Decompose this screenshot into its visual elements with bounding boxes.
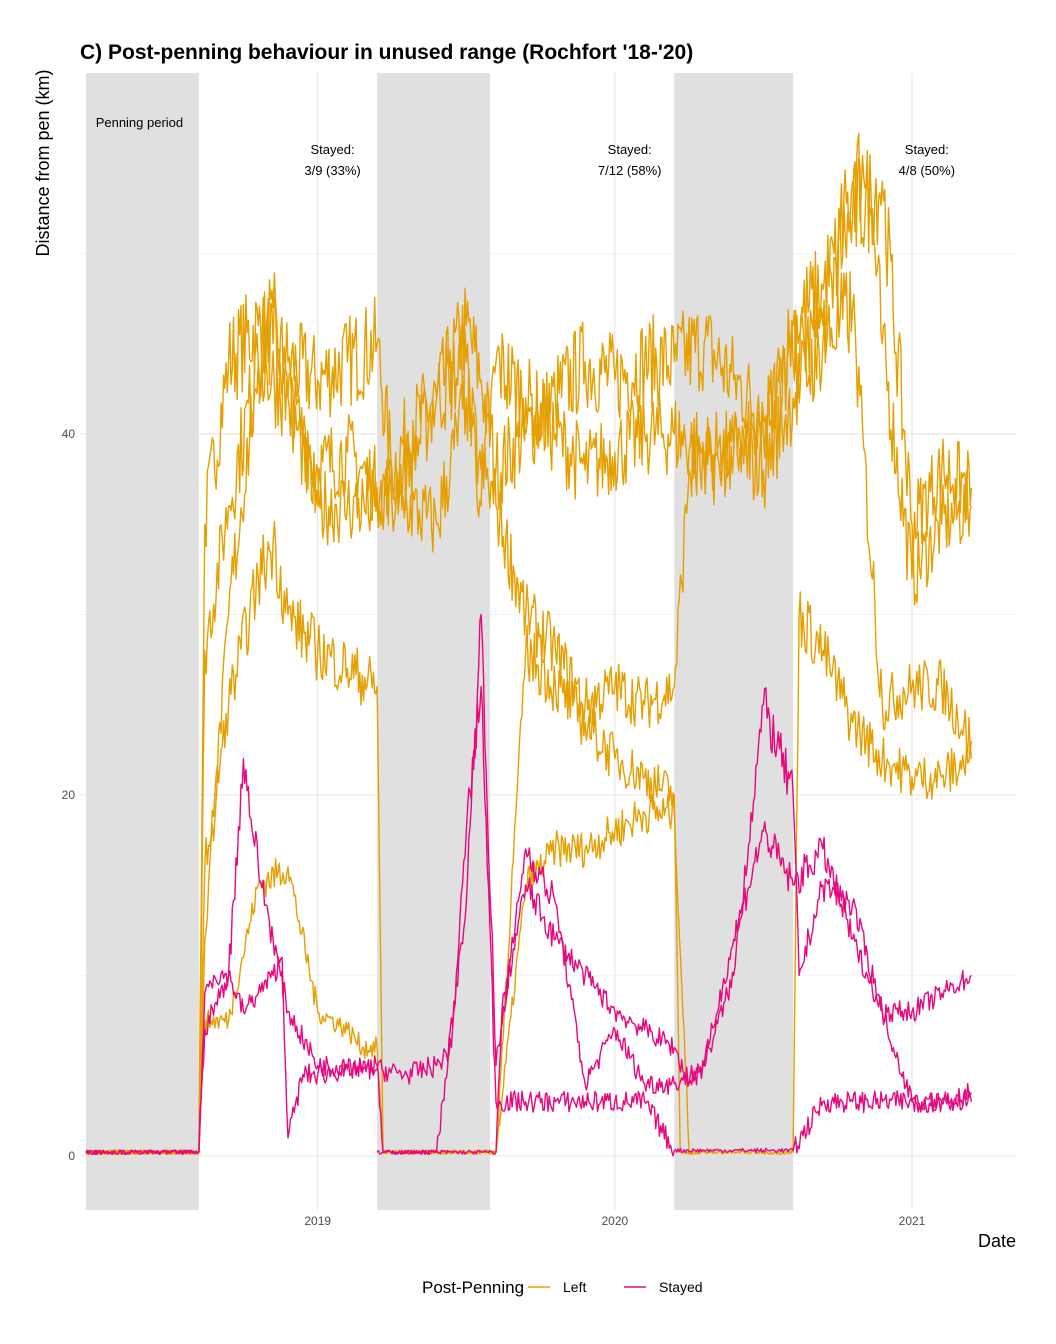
y-tick-label: 0: [68, 1149, 75, 1163]
series-line-stayed: [85, 685, 972, 1157]
annotation-line: 4/8 (50%): [899, 163, 955, 178]
x-axis-label: Date: [978, 1231, 1016, 1251]
penning-period-band: [377, 73, 491, 1210]
legend-label-stayed: Stayed: [659, 1279, 703, 1295]
annotation-line: 3/9 (33%): [304, 163, 360, 178]
data-series: [85, 132, 973, 1157]
series-line-stayed: [85, 687, 972, 1156]
penning-period-band: [674, 73, 794, 1210]
annotations: Penning period Stayed: 3/9 (33%) Stayed: 7/1…: [96, 115, 955, 178]
y-axis-label: Distance from pen (km): [33, 69, 53, 256]
legend-label-left: Left: [563, 1279, 586, 1295]
x-tick-label: 2019: [304, 1214, 331, 1228]
y-tick-label: 40: [62, 427, 76, 441]
y-tick-label: 20: [62, 788, 76, 802]
y-tick-labels: 0 20 40: [62, 427, 76, 1163]
penning-period-band: [85, 73, 199, 1210]
annotation: Stayed: 4/8 (50%): [899, 142, 955, 178]
annotation-line: Stayed:: [311, 142, 355, 157]
x-tick-label: 2020: [602, 1214, 629, 1228]
annotation-line: 7/12 (58%): [598, 163, 662, 178]
x-tick-label: 2021: [899, 1214, 926, 1228]
series-line-left: [85, 132, 973, 1156]
annotation: Stayed: 3/9 (33%): [304, 142, 360, 178]
series-line-left: [85, 150, 973, 1156]
legend-title: Post-Penning: [422, 1278, 524, 1297]
annotation: Stayed: 7/12 (58%): [598, 142, 662, 178]
penning-period-bands: [85, 73, 794, 1210]
series-line-left: [85, 271, 973, 1156]
annotation-line: Penning period: [96, 115, 183, 130]
chart-title: C) Post-penning behaviour in unused rang…: [80, 41, 693, 64]
annotation: Penning period: [96, 115, 183, 130]
annotation-line: Stayed:: [608, 142, 652, 157]
x-tick-labels: 2019 2020 2021: [304, 1214, 925, 1228]
series-line-stayed: [376, 613, 973, 1156]
legend: Post-Penning Left Stayed: [422, 1278, 703, 1297]
annotation-line: Stayed:: [905, 142, 949, 157]
series-line-left: [85, 520, 973, 1156]
